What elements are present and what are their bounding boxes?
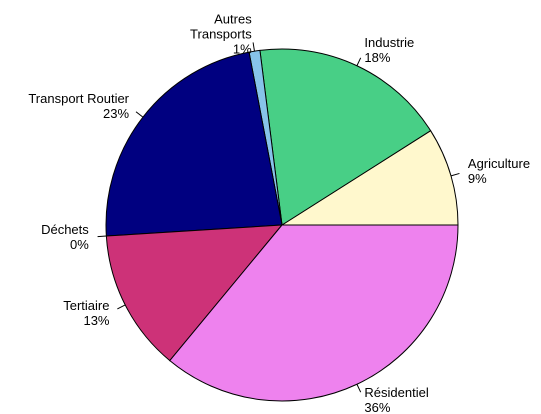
pie-slice	[259, 48, 432, 226]
value-label: 9%	[467, 170, 487, 186]
label-leader	[117, 304, 126, 310]
category-label: Résidentiel	[364, 385, 429, 401]
slice-label: Autres Transports 1%	[190, 11, 252, 56]
slice-label: Résidentiel 36%	[364, 385, 428, 414]
label-leader	[356, 57, 362, 66]
category-label: Agriculture	[467, 155, 531, 171]
value-label: 13%	[83, 312, 110, 328]
slice-label: Industrie 18%	[364, 35, 414, 65]
value-label: 23%	[102, 106, 130, 122]
label-leader	[450, 172, 460, 177]
label-leader	[135, 111, 144, 118]
category-label: Industrie	[364, 34, 415, 50]
slice-label: Transport Routier 23%	[28, 91, 129, 121]
slice-label: Déchets 0%	[41, 222, 89, 252]
category-label: Déchets	[41, 222, 89, 238]
category-label: Autres Transports	[190, 11, 252, 42]
value-label: 18%	[364, 49, 391, 65]
label-leader	[356, 384, 362, 393]
pie-slice	[169, 224, 459, 402]
label-leader	[97, 235, 107, 238]
category-label: Tertiaire	[63, 297, 110, 313]
label-leader	[252, 42, 255, 52]
slice-label: Agriculture 9%	[468, 156, 530, 186]
slice-label: Tertiaire 13%	[63, 298, 109, 328]
value-label: 36%	[364, 400, 391, 414]
value-label: 0%	[69, 237, 89, 253]
value-label: 1%	[232, 41, 252, 57]
category-label: Transport Routier	[28, 91, 130, 107]
